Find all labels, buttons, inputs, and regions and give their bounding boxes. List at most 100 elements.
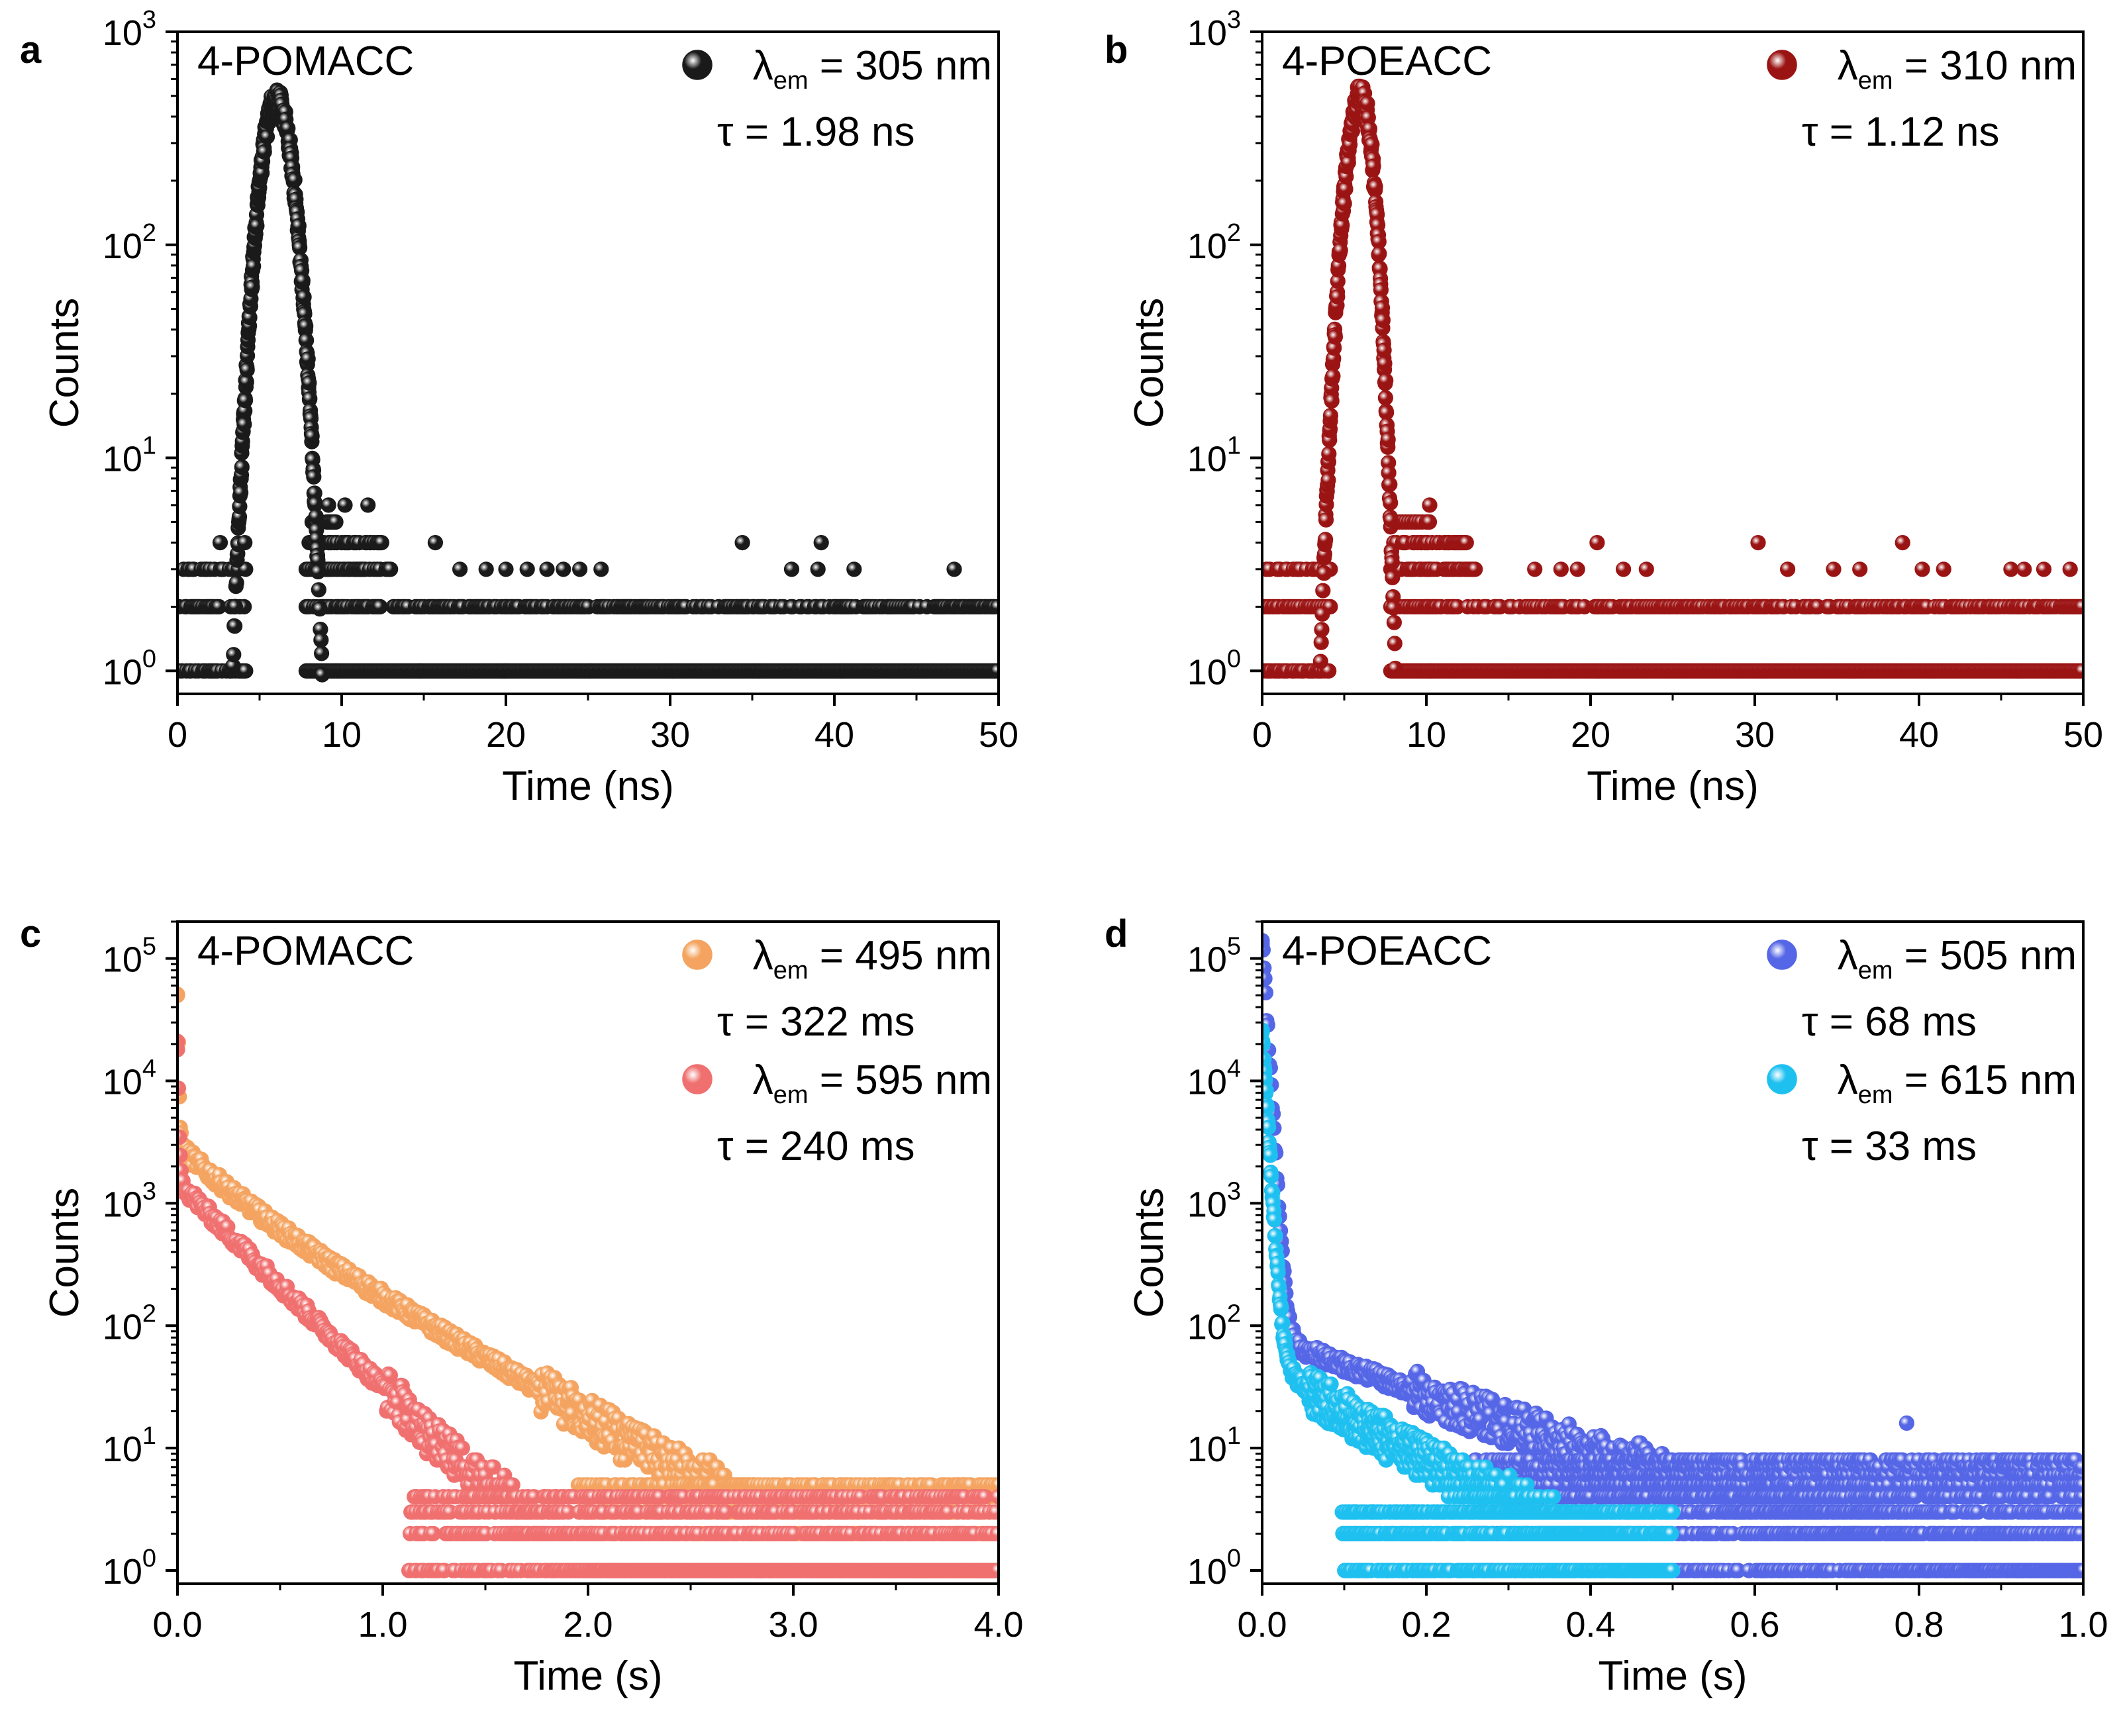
data-point [1569,561,1585,577]
data-point [1314,606,1330,622]
data-point [810,561,826,577]
data-point [1325,368,1341,384]
data-point [1895,534,1910,551]
data-point [287,172,303,188]
data-point [1826,561,1842,577]
data-point [236,416,252,432]
x-tick-label: 10 [322,715,362,755]
x-tick-label: 40 [1899,715,1939,755]
data-points [1262,78,2083,679]
y-tick-label: 101 [1187,432,1241,479]
data-point [373,534,389,551]
panel-letter: a [20,28,42,72]
data-point [593,561,609,577]
data-point [1422,497,1438,513]
data-point [360,497,376,513]
data-point [991,1477,999,1493]
data-point [320,497,336,513]
data-point [307,496,323,512]
data-point [1780,561,1796,577]
data-point [1385,569,1401,586]
legend-label: λem = 305 nm [753,43,992,95]
data-point [1324,393,1340,409]
data-point [1852,561,1868,577]
x-tick-label: 20 [1571,715,1610,755]
data-point [846,561,862,577]
data-point [1384,554,1400,571]
panel-letter: c [20,912,41,955]
data-point [246,258,262,274]
y-tick-label: 103 [103,6,156,53]
data-point [498,561,514,577]
data-point [234,459,250,475]
data-point [291,218,307,234]
data-point [383,561,399,577]
data-point [1365,158,1381,174]
data-point [1387,636,1403,651]
panel-letter: b [1105,28,1128,72]
data-point [454,1440,470,1456]
data-point [311,582,326,598]
data-point [1750,534,1766,551]
data-point [1638,561,1654,577]
data-point [239,362,255,378]
y-tick-label: 101 [103,432,156,479]
data-point [1371,246,1387,262]
data-point [1359,95,1375,111]
data-point [237,393,254,409]
data-point [1327,329,1344,345]
data-point [1377,356,1393,371]
data-point [1315,583,1331,599]
x-axis-label: Time (ns) [1587,763,1758,809]
data-point [1377,390,1393,406]
data-point [1385,600,1402,616]
data-point [313,632,329,648]
data-point [1589,534,1605,551]
data-point [1378,373,1394,389]
data-point [228,575,244,591]
data-point [249,218,265,234]
y-tick-label: 100 [103,645,156,692]
data-point [2062,561,2078,577]
legend-marker [682,50,713,80]
legend-entry: λem = 305 nm τ = 1.98 ns [682,43,992,155]
legend-label: λem = 310 nm [1838,43,2077,95]
data-point [1382,476,1398,493]
data-point [1914,561,1930,577]
x-tick-label: 30 [1735,715,1775,755]
data-point [306,469,322,485]
data-point [227,618,243,634]
data-point [2036,561,2052,577]
data-point [1364,136,1380,152]
data-point [1321,446,1337,462]
legend-marker [1767,50,1797,80]
data-point [539,561,555,577]
x-tick-label: 40 [814,715,854,755]
data-point [212,534,228,551]
data-point [308,508,324,524]
x-tick-label: 10 [1406,715,1446,755]
panel-title: 4-POMACC [197,38,414,84]
data-point [1458,534,1474,551]
y-tick-label: 102 [1187,219,1241,266]
data-point [372,599,388,615]
data-point [1616,561,1632,577]
data-point [226,647,242,663]
data-points [177,82,999,683]
data-point [1313,634,1329,650]
data-point [478,561,494,577]
data-point [1336,195,1352,212]
legend-lifetime: τ = 1.98 ns [717,109,915,155]
x-tick-label: 20 [486,715,526,755]
data-point [177,1129,187,1145]
data-point [571,561,588,577]
y-axis-label: Counts [1126,298,1172,428]
data-point [946,561,962,577]
data-point [1330,289,1346,305]
data-point [1320,472,1336,488]
data-point [310,563,326,580]
data-point [1386,614,1402,630]
